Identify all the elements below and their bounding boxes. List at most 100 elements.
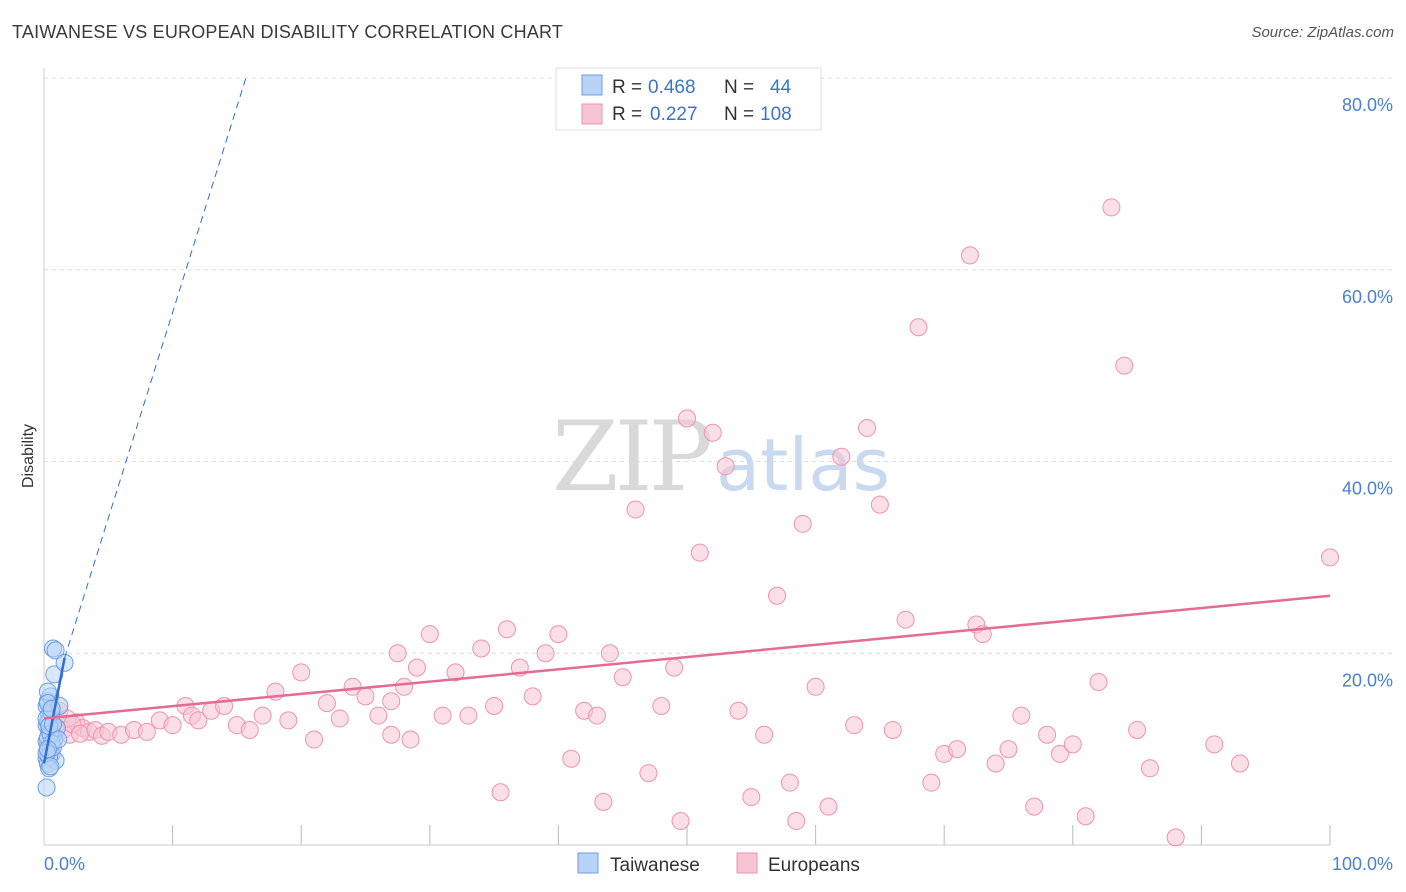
europeans-point-32 (330, 709, 349, 728)
y-tick-label-80: 80.0% (1342, 95, 1393, 115)
legend-n-label-1: N = (724, 104, 754, 125)
bottom-legend-europeans: Europeans (768, 855, 860, 876)
europeans-point-102 (1321, 548, 1339, 567)
europeans-point-95 (1102, 198, 1121, 217)
europeans-point-82 (948, 740, 967, 759)
legend-n-label-0: N = (724, 77, 754, 98)
europeans-point-67 (755, 725, 774, 744)
europeans-point-59 (652, 696, 671, 715)
x-tick-label-0: 0.0% (44, 854, 85, 874)
europeans-point-89 (1025, 797, 1044, 816)
grid-lines (44, 77, 1392, 654)
europeans-point-64 (716, 457, 735, 476)
europeans-point-62 (690, 543, 709, 562)
europeans-point-43 (446, 663, 465, 682)
europeans-point-77 (883, 720, 902, 739)
europeans-point-52 (562, 749, 581, 768)
y-axis-title: Disability (20, 424, 37, 488)
europeans-point-66 (742, 788, 761, 807)
europeans-point-50 (536, 644, 555, 663)
europeans-point-40 (407, 658, 426, 677)
trend-lines (42, 77, 1331, 764)
europeans-point-68 (768, 586, 787, 605)
europeans-point-33 (343, 677, 362, 696)
europeans-point-47 (497, 620, 516, 639)
europeans-point-10 (71, 724, 90, 743)
taiwanese-point-32 (37, 778, 56, 797)
legend-n-value-0: 44 (770, 77, 792, 98)
europeans-point-56 (613, 668, 632, 687)
europeans-point-92 (1063, 735, 1082, 754)
watermark-atlas: atlas (716, 423, 890, 507)
legend-swatch-europeans (581, 103, 603, 125)
taiwanese-trend-extension (64, 77, 247, 659)
europeans-point-55 (600, 644, 619, 663)
bottom-legend-taiwanese: Taiwanese (610, 855, 700, 876)
europeans-point-49 (523, 687, 542, 706)
x-tick-labels: 0.0% 100.0% (44, 854, 1393, 874)
europeans-point-69 (780, 773, 799, 792)
source-label: Source: ZipAtlas.com (1251, 24, 1394, 41)
taiwanese-point-43 (42, 699, 61, 718)
europeans-point-37 (388, 644, 407, 663)
europeans-point-71 (806, 677, 825, 696)
taiwanese-trend-line (42, 657, 66, 764)
y-tick-label-40: 40.0% (1342, 479, 1393, 499)
europeans-point-28 (279, 711, 298, 730)
y-tick-labels: 20.0% 40.0% 60.0% 80.0% (1342, 95, 1393, 690)
europeans-point-57 (626, 500, 645, 519)
europeans-point-36 (382, 692, 401, 711)
europeans-point-88 (1012, 706, 1031, 725)
europeans-point-31 (317, 694, 336, 713)
europeans-point-21 (189, 711, 208, 730)
europeans-point-45 (472, 639, 491, 658)
europeans-point-39 (401, 730, 420, 749)
europeans-point-63 (703, 423, 722, 442)
europeans-point-41 (420, 625, 439, 644)
europeans-point-34 (356, 687, 375, 706)
europeans-point-61 (678, 409, 696, 428)
legend-r-label-1: R = (612, 104, 642, 125)
europeans-point-99 (1166, 828, 1185, 847)
europeans-point-96 (1115, 356, 1134, 375)
europeans-point-60 (665, 658, 684, 677)
taiwanese-point-28 (45, 665, 64, 684)
europeans-point-65 (729, 701, 748, 720)
europeans-point-26 (253, 706, 272, 725)
europeans-point-80 (922, 773, 941, 792)
europeans-point-44 (459, 706, 478, 725)
europeans-point-30 (305, 730, 324, 749)
europeans-point-76 (870, 495, 889, 514)
europeans-point-35 (369, 706, 388, 725)
taiwanese-point-30 (46, 641, 65, 660)
europeans-point-90 (1038, 725, 1057, 744)
legend-r-label-0: R = (612, 77, 642, 98)
europeans-point-101 (1230, 754, 1249, 773)
europeans-point-107 (594, 792, 613, 811)
taiwanese-point-40 (41, 757, 60, 776)
europeans-point-79 (909, 318, 928, 337)
europeans-point-72 (819, 797, 838, 816)
y-tick-label-20: 20.0% (1342, 670, 1393, 690)
europeans-point-42 (433, 706, 452, 725)
europeans-point-18 (163, 716, 182, 735)
legend-box: R = 0.468 N = 44 R = 0.227 N = 108 (555, 67, 822, 131)
europeans-point-70 (793, 514, 812, 533)
europeans-point-25 (240, 720, 259, 739)
europeans-point-51 (549, 625, 568, 644)
europeans-point-97 (1128, 720, 1147, 739)
europeans-point-38 (395, 677, 414, 696)
europeans-point-16 (137, 722, 156, 741)
legend-r-value-0: 0.468 (648, 77, 696, 98)
europeans-point-91 (1050, 744, 1069, 763)
chart-title: TAIWANESE VS EUROPEAN DISABILITY CORRELA… (12, 22, 564, 42)
europeans-trend-line (43, 594, 1331, 720)
europeans-point-103 (382, 725, 401, 744)
y-tick-label-60: 60.0% (1342, 287, 1393, 307)
europeans-point-78 (896, 610, 915, 629)
europeans-point-54 (587, 706, 606, 725)
bottom-legend-swatch-europeans (736, 852, 758, 874)
x-axis-ticks (172, 825, 1331, 845)
europeans-point-98 (1140, 759, 1159, 778)
